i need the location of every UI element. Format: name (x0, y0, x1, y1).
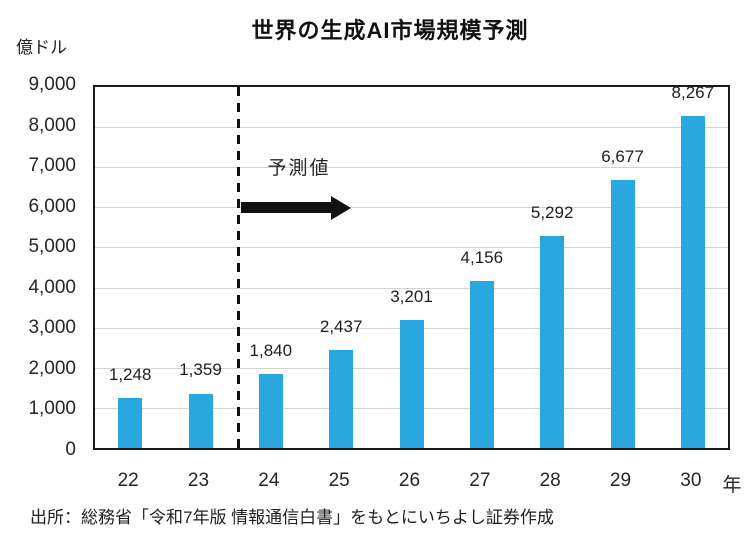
bar-value-label: 1,248 (108, 364, 152, 384)
bar-year-23 (188, 393, 213, 448)
forecast-divider-dashed-line (237, 87, 240, 448)
gridline (95, 247, 728, 249)
x-axis-tick-label: 26 (398, 470, 421, 491)
bar-value-label: 4,156 (460, 248, 504, 268)
source-note: 出所：総務省「令和7年版 情報通信白書」をもとにいちよし証券作成 (30, 508, 554, 527)
x-axis-unit-suffix: 年 (722, 475, 742, 496)
x-axis: 22 23 24 25 26 27 28 29 30 年 (93, 466, 750, 496)
y-axis-tick-label: 9,000 (28, 74, 76, 95)
plot-inner: 予測値 1,248 1,359 1,840 2,437 3,201 4,156 5,292 6… (95, 83, 728, 448)
x-axis-tick-label: 22 (117, 470, 139, 491)
x-axis-tick-label: 29 (609, 470, 632, 491)
x-axis-tick-label: 28 (539, 470, 561, 491)
x-axis-tick-label: 25 (328, 470, 350, 491)
x-axis-tick-label: 24 (258, 470, 280, 491)
bar-year-27 (469, 281, 494, 448)
y-axis-unit-label: 億ドル (16, 38, 67, 57)
y-axis-tick-label: 0 (65, 439, 76, 460)
y-axis-tick-label: 3,000 (28, 317, 76, 339)
bar-value-label: 5,292 (530, 202, 574, 222)
bar-value-label: 1,359 (179, 360, 222, 380)
bar-value-label: 8,267 (671, 83, 715, 103)
gridline (95, 167, 728, 169)
forecast-arrow-head-icon (331, 195, 351, 220)
x-axis-tick-label: 30 (680, 470, 702, 491)
y-axis-tick-label: 7,000 (28, 155, 76, 177)
y-axis-tick-label: 1,000 (28, 398, 76, 420)
bar-year-24 (258, 374, 283, 448)
bar-year-29 (610, 180, 635, 448)
y-axis-tick-label: 8,000 (28, 114, 76, 136)
bar-value-label: 6,677 (601, 147, 644, 167)
y-axis-tick-label: 6,000 (28, 195, 76, 217)
bar-year-26 (399, 319, 424, 448)
x-axis-tick-label: 23 (187, 470, 210, 491)
y-axis-tick-label: 4,000 (28, 276, 76, 298)
y-axis: 9,000 8,000 7,000 6,000 5,000 4,000 3,000 2,000… (0, 74, 80, 460)
bar-year-30 (680, 116, 705, 448)
y-axis-tick-label: 5,000 (28, 236, 76, 258)
x-axis-tick-label: 27 (469, 470, 491, 491)
y-axis-tick-label: 2,000 (28, 357, 76, 379)
gridline (95, 207, 728, 209)
forecast-arrow-shaft (241, 202, 331, 213)
bar-year-25 (329, 350, 354, 448)
bar-value-label: 2,437 (319, 317, 363, 337)
gridline (95, 127, 728, 129)
bar-year-28 (540, 235, 565, 448)
bar-year-22 (118, 397, 143, 448)
gridline (95, 287, 728, 289)
bar-value-label: 1,840 (249, 341, 293, 361)
chart-title: 世界の生成AI市場規模予測 (251, 18, 529, 43)
plot-area: 予測値 1,248 1,359 1,840 2,437 3,201 4,156 5,292 6… (93, 83, 730, 450)
bar-value-label: 3,201 (390, 286, 433, 306)
forecast-label: 予測値 (267, 158, 331, 179)
